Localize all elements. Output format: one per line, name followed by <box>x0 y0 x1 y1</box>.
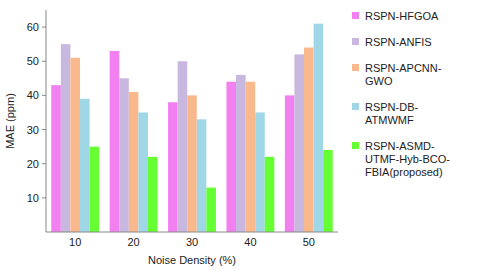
y-tick-label: 60 <box>27 21 39 33</box>
bar <box>148 157 158 232</box>
bar <box>168 102 178 232</box>
bar <box>236 75 246 232</box>
y-tick <box>42 129 46 130</box>
legend-swatch <box>352 12 359 19</box>
legend-label-line: RSPN-APCNN- <box>365 62 442 74</box>
bar <box>197 119 207 232</box>
y-tick-label: 10 <box>27 192 39 204</box>
y-tick-label: 20 <box>27 158 39 170</box>
bar <box>61 44 71 232</box>
y-tick-label: 40 <box>27 89 39 101</box>
bars <box>51 24 332 232</box>
x-tick-label: 40 <box>244 236 256 248</box>
legend-label: RSPN-APCNN-GWO <box>365 62 442 87</box>
bar <box>80 99 90 232</box>
legend-swatch <box>352 38 359 45</box>
legend-label-line: RSPN-DB- <box>365 101 419 113</box>
bar <box>285 95 295 232</box>
x-tick-label: 20 <box>127 236 139 248</box>
bar <box>70 58 80 232</box>
x-axis-title: Noise Density (%) <box>148 254 236 266</box>
legend-swatch <box>352 142 359 149</box>
legend-label-line: UTMF-Hyb-BCO- <box>365 153 450 165</box>
bar <box>314 24 324 232</box>
bar <box>226 82 236 232</box>
x-tick-label: 30 <box>186 236 198 248</box>
legend-label-line: RSPN-ASMD- <box>365 140 435 152</box>
legend-label: RSPN-HFGOA <box>365 10 439 22</box>
y-tick <box>42 163 46 164</box>
bar <box>246 82 256 232</box>
legend-label-line: RSPN-ANFIS <box>365 36 432 48</box>
legend-label-line: FBIA(proposed) <box>365 166 443 178</box>
legend-swatch <box>352 64 359 71</box>
bar <box>178 61 188 232</box>
legend-label-line: ATMWMF <box>365 114 414 126</box>
bar <box>110 51 120 232</box>
bar <box>51 85 61 232</box>
y-tick <box>42 197 46 198</box>
bar <box>323 150 333 232</box>
bar <box>119 78 129 232</box>
y-tick <box>42 61 46 62</box>
bar <box>206 188 216 232</box>
legend-label: RSPN-ANFIS <box>365 36 432 48</box>
legend-label-line: GWO <box>365 75 393 87</box>
y-axis-title: MAE (ppm) <box>4 93 16 149</box>
legend-swatch <box>352 103 359 110</box>
legend-label: RSPN-ASMD-UTMF-Hyb-BCO-FBIA(proposed) <box>365 140 450 178</box>
y-tick-label: 50 <box>27 55 39 67</box>
bar <box>187 95 197 232</box>
legend-label: RSPN-DB-ATMWMF <box>365 101 419 126</box>
bar <box>90 147 100 232</box>
y-axis <box>46 10 47 232</box>
bar <box>294 54 304 232</box>
y-tick <box>42 95 46 96</box>
x-axis <box>46 232 338 233</box>
bar <box>255 112 265 232</box>
y-tick-label: 30 <box>27 124 39 136</box>
y-tick <box>42 27 46 28</box>
legend-label-line: RSPN-HFGOA <box>365 10 439 22</box>
bar <box>129 92 139 232</box>
bar <box>138 112 148 232</box>
x-tick-label: 50 <box>303 236 315 248</box>
bar <box>304 48 314 232</box>
bar <box>265 157 275 232</box>
chart: 10 20 30 40 50 60 10 20 30 40 50 Noise Density (%) M… <box>0 0 500 270</box>
x-tick-label: 10 <box>69 236 81 248</box>
legend: RSPN-HFGOA RSPN-ANFIS RSPN-APCNN-GWO RSPN-D… <box>352 10 450 178</box>
